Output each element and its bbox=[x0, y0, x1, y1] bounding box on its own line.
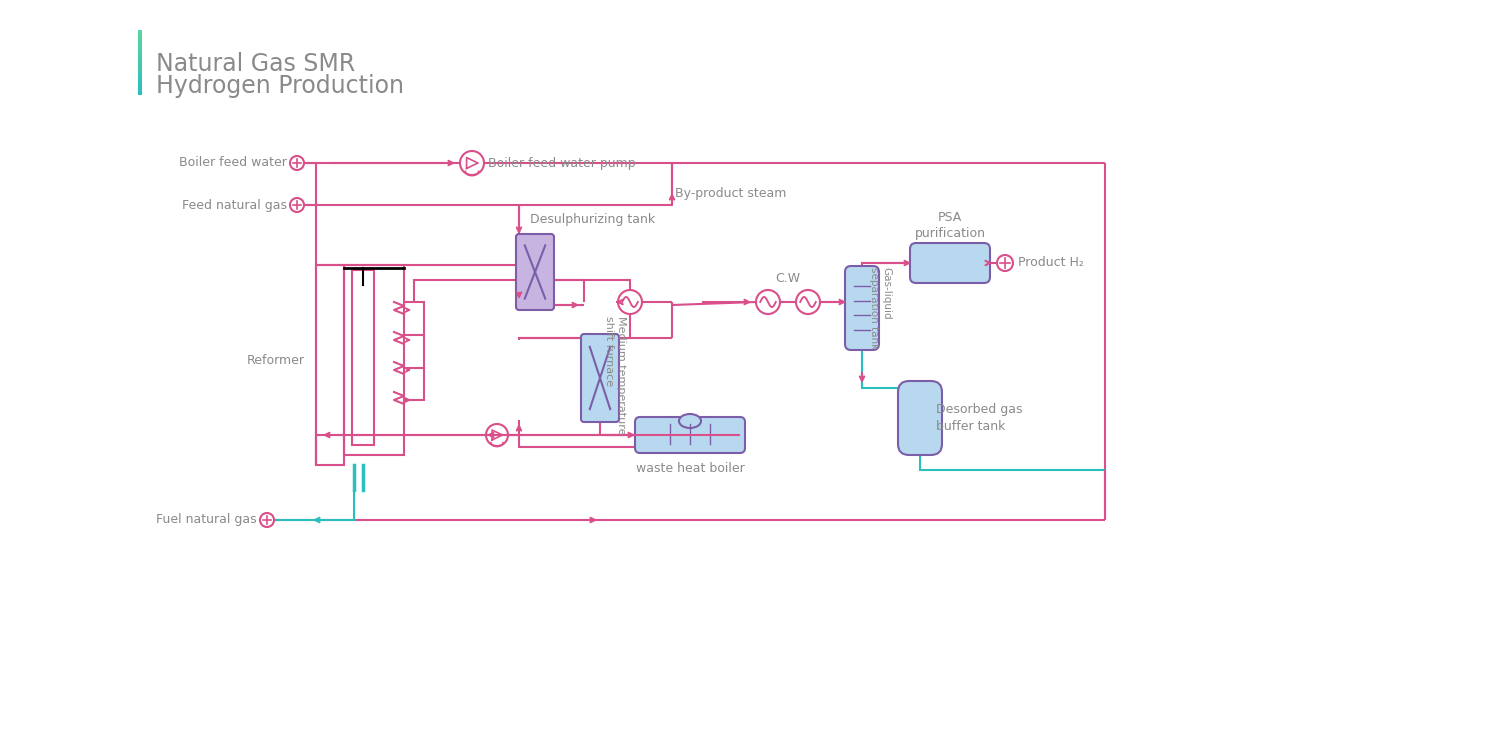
Text: Fuel natural gas: Fuel natural gas bbox=[157, 514, 257, 526]
Bar bbox=[137, 50, 142, 51]
Bar bbox=[137, 86, 142, 87]
Bar bbox=[137, 65, 142, 66]
Bar bbox=[137, 38, 142, 40]
Text: Reformer: Reformer bbox=[248, 353, 305, 366]
Bar bbox=[137, 55, 142, 56]
Bar bbox=[137, 91, 142, 92]
Ellipse shape bbox=[680, 414, 701, 428]
Bar bbox=[137, 45, 142, 47]
Bar bbox=[137, 46, 142, 47]
Circle shape bbox=[260, 513, 273, 527]
Bar bbox=[137, 66, 142, 68]
Text: Natural Gas SMR: Natural Gas SMR bbox=[156, 52, 355, 76]
Text: Boiler feed water: Boiler feed water bbox=[180, 156, 287, 169]
Bar bbox=[137, 81, 142, 83]
Bar bbox=[137, 61, 142, 62]
Bar bbox=[137, 42, 142, 44]
Text: Feed natural gas: Feed natural gas bbox=[183, 199, 287, 211]
Bar bbox=[137, 49, 142, 50]
Circle shape bbox=[290, 156, 304, 170]
Bar bbox=[137, 71, 142, 72]
Bar bbox=[137, 68, 142, 70]
Bar bbox=[137, 53, 142, 55]
Bar bbox=[137, 72, 142, 74]
Text: C.W: C.W bbox=[776, 272, 800, 286]
Bar bbox=[137, 94, 142, 95]
Circle shape bbox=[486, 424, 507, 446]
FancyBboxPatch shape bbox=[516, 234, 554, 310]
Bar bbox=[137, 60, 142, 61]
Circle shape bbox=[618, 290, 642, 314]
Circle shape bbox=[290, 198, 304, 212]
Bar bbox=[137, 38, 142, 39]
Bar bbox=[137, 64, 142, 65]
Bar bbox=[137, 36, 142, 38]
Bar bbox=[137, 87, 142, 89]
Text: Medium temperature
shift furnace: Medium temperature shift furnace bbox=[604, 316, 627, 434]
Bar bbox=[137, 41, 142, 43]
Bar bbox=[137, 92, 142, 94]
Bar bbox=[137, 35, 142, 36]
Text: Product H₂: Product H₂ bbox=[1018, 256, 1084, 269]
Bar bbox=[137, 47, 142, 49]
Bar bbox=[137, 34, 142, 35]
Circle shape bbox=[796, 290, 820, 314]
Bar bbox=[137, 79, 142, 80]
Bar bbox=[137, 80, 142, 81]
Text: Boiler feed water pump: Boiler feed water pump bbox=[488, 156, 636, 169]
Bar bbox=[137, 74, 142, 75]
Circle shape bbox=[461, 151, 485, 175]
Text: Desorbed gas
buffer tank: Desorbed gas buffer tank bbox=[936, 403, 1022, 433]
FancyBboxPatch shape bbox=[911, 243, 991, 283]
Circle shape bbox=[757, 290, 781, 314]
Bar bbox=[316, 265, 344, 465]
Bar bbox=[137, 31, 142, 32]
Bar bbox=[137, 40, 142, 41]
Bar bbox=[137, 32, 142, 34]
Bar bbox=[137, 56, 142, 57]
Bar bbox=[137, 44, 142, 45]
Bar bbox=[137, 59, 142, 60]
Bar bbox=[137, 75, 142, 76]
FancyBboxPatch shape bbox=[898, 381, 942, 455]
Text: Hydrogen Production: Hydrogen Production bbox=[156, 74, 405, 98]
Bar bbox=[137, 76, 142, 77]
Bar bbox=[137, 30, 142, 32]
FancyBboxPatch shape bbox=[581, 334, 619, 422]
FancyBboxPatch shape bbox=[636, 417, 744, 453]
Text: Gas-liquid
separation tank: Gas-liquid separation tank bbox=[868, 267, 891, 349]
Text: PSA
purification: PSA purification bbox=[915, 211, 986, 240]
Circle shape bbox=[997, 255, 1013, 271]
Text: Desulphurizing tank: Desulphurizing tank bbox=[530, 214, 655, 226]
Text: By-product steam: By-product steam bbox=[675, 186, 787, 199]
Bar bbox=[137, 62, 142, 64]
Bar bbox=[137, 57, 142, 59]
Bar bbox=[344, 265, 405, 455]
Bar bbox=[137, 89, 142, 90]
Bar bbox=[352, 270, 374, 445]
Bar bbox=[137, 51, 142, 53]
Bar bbox=[137, 90, 142, 91]
FancyBboxPatch shape bbox=[846, 266, 879, 350]
Bar bbox=[137, 77, 142, 79]
Text: waste heat boiler: waste heat boiler bbox=[636, 462, 744, 475]
Bar bbox=[137, 83, 142, 85]
Bar bbox=[137, 70, 142, 71]
Bar bbox=[137, 85, 142, 86]
